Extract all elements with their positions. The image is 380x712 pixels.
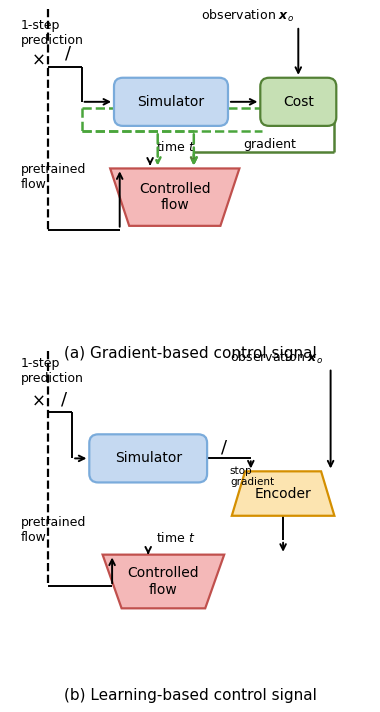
FancyBboxPatch shape <box>114 78 228 126</box>
Text: pretrained
flow: pretrained flow <box>21 163 86 191</box>
Text: Controlled
flow: Controlled flow <box>139 182 211 212</box>
Text: observation $\boldsymbol{x}_o$: observation $\boldsymbol{x}_o$ <box>230 350 323 366</box>
FancyBboxPatch shape <box>260 78 336 126</box>
Text: gradient: gradient <box>243 138 296 151</box>
Text: Cost: Cost <box>283 95 314 109</box>
Text: /: / <box>60 390 67 409</box>
Text: Simulator: Simulator <box>115 451 182 466</box>
Text: time $\mathit{t}$: time $\mathit{t}$ <box>156 531 195 545</box>
Text: 1-step
prediction: 1-step prediction <box>21 357 84 384</box>
Text: pretrained
flow: pretrained flow <box>21 515 86 544</box>
Text: /: / <box>221 439 227 456</box>
Text: time $\mathit{t}$: time $\mathit{t}$ <box>156 140 195 154</box>
Text: (a) Gradient-based control signal: (a) Gradient-based control signal <box>63 346 317 361</box>
Polygon shape <box>103 555 224 608</box>
FancyBboxPatch shape <box>89 434 207 483</box>
Text: Controlled
flow: Controlled flow <box>128 566 199 597</box>
Text: Encoder: Encoder <box>255 486 312 501</box>
Polygon shape <box>110 169 239 226</box>
Text: $\times$: $\times$ <box>31 392 45 410</box>
Text: Simulator: Simulator <box>138 95 204 109</box>
Text: 1-step
prediction: 1-step prediction <box>21 19 84 46</box>
Text: /: / <box>65 45 71 63</box>
Text: observation $\boldsymbol{x}_o$: observation $\boldsymbol{x}_o$ <box>201 8 294 24</box>
Text: stop
gradient: stop gradient <box>230 466 274 488</box>
Polygon shape <box>232 471 334 515</box>
Text: $\times$: $\times$ <box>31 51 45 68</box>
Text: (b) Learning-based control signal: (b) Learning-based control signal <box>63 688 317 703</box>
